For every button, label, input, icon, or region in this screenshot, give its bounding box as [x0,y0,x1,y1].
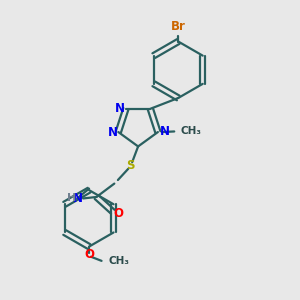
Text: O: O [84,248,94,261]
Text: N: N [115,102,125,115]
Text: CH₃: CH₃ [109,256,130,266]
Text: N: N [107,126,117,139]
Text: N: N [159,125,170,138]
Text: Br: Br [171,20,186,33]
Text: O: O [113,207,123,220]
Text: CH₃: CH₃ [180,127,201,136]
Text: H: H [67,193,76,202]
Text: S: S [126,159,135,172]
Text: N: N [73,192,83,205]
